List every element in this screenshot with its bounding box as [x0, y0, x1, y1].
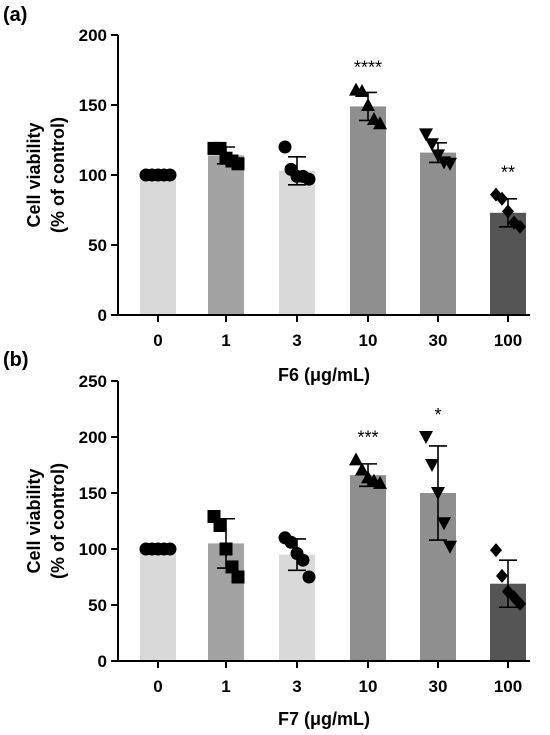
y-axis-label: Cell viability [24, 468, 44, 573]
data-point [496, 568, 508, 583]
significance-label: **** [354, 58, 382, 78]
bar [140, 175, 176, 315]
data-point [219, 542, 233, 556]
bar [279, 170, 315, 315]
data-point [437, 517, 451, 531]
data-point [361, 98, 375, 111]
x-axis-label: F7 (μg/mL) [278, 709, 370, 729]
x-tick-label: 0 [153, 331, 162, 350]
y-tick-label: 200 [79, 428, 107, 447]
data-point [163, 542, 177, 556]
x-tick-label: 10 [359, 331, 378, 350]
significance-label: *** [357, 427, 378, 447]
y-tick-label: 0 [98, 652, 107, 671]
bar [140, 549, 176, 661]
data-point [514, 219, 526, 234]
data-point [278, 140, 292, 154]
data-point [231, 570, 245, 584]
data-point [514, 596, 526, 611]
data-point [502, 204, 514, 219]
data-point [355, 462, 369, 476]
data-point [213, 141, 227, 155]
bar [350, 106, 386, 316]
data-point [431, 487, 445, 500]
data-point [213, 518, 227, 532]
data-point [231, 157, 245, 171]
x-tick-label: 3 [292, 677, 301, 696]
data-point [373, 475, 387, 489]
y-tick-label: 150 [79, 96, 107, 115]
x-tick-label: 30 [429, 331, 448, 350]
data-point [355, 84, 369, 97]
y-tick-label: 50 [88, 236, 107, 255]
data-point [284, 535, 298, 549]
x-tick-label: 1 [221, 331, 230, 350]
y-tick-label: 50 [88, 596, 107, 615]
x-tick-label: 1 [221, 677, 230, 696]
x-axis-label: F6 (μg/mL) [278, 365, 370, 385]
y-axis-label: (% of control) [48, 117, 68, 233]
data-point [349, 452, 363, 466]
x-tick-label: 100 [494, 331, 522, 350]
panel-label: (a) [3, 4, 27, 26]
x-tick-label: 3 [292, 331, 301, 350]
data-point [425, 459, 439, 472]
significance-label: ** [501, 163, 515, 183]
data-point [431, 149, 445, 163]
data-point [302, 172, 316, 186]
y-tick-label: 100 [79, 540, 107, 559]
data-point [419, 431, 433, 444]
data-point [373, 116, 387, 130]
x-tick-label: 0 [153, 677, 162, 696]
x-tick-label: 100 [494, 677, 522, 696]
y-tick-label: 0 [98, 306, 107, 325]
y-tick-label: 250 [79, 372, 107, 391]
y-axis-label: Cell viability [24, 122, 44, 227]
data-point [419, 128, 433, 142]
data-point [163, 168, 177, 182]
x-tick-label: 30 [429, 677, 448, 696]
y-tick-label: 100 [79, 166, 107, 185]
data-point [425, 138, 439, 152]
bar [420, 152, 456, 315]
x-tick-label: 10 [359, 677, 378, 696]
bar [350, 475, 386, 661]
y-axis-label: (% of control) [48, 463, 68, 579]
y-tick-label: 200 [79, 26, 107, 45]
y-tick-label: 150 [79, 484, 107, 503]
data-point [490, 543, 502, 558]
data-point [302, 570, 316, 584]
data-point [443, 540, 457, 554]
data-point [496, 191, 508, 206]
data-point [296, 553, 310, 567]
data-point [225, 560, 239, 574]
data-point [443, 157, 457, 171]
significance-label: * [434, 405, 441, 425]
bar [208, 155, 244, 315]
panel-label: (b) [3, 349, 29, 371]
